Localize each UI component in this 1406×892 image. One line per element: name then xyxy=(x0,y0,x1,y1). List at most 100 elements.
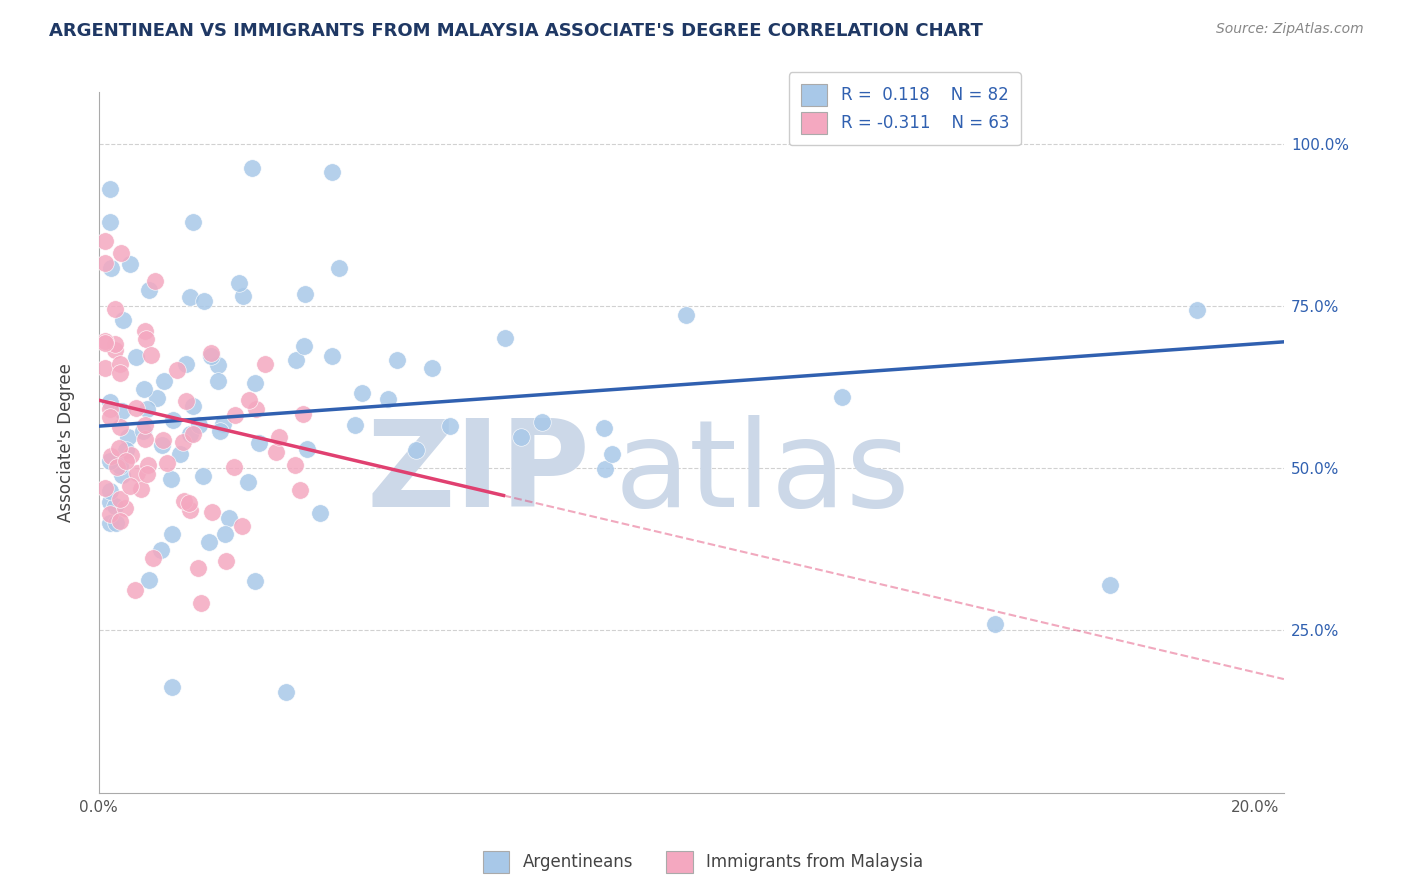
Point xyxy=(309,506,332,520)
Point xyxy=(93,481,115,495)
Point xyxy=(176,394,198,409)
Point xyxy=(593,421,616,435)
Point xyxy=(169,447,191,461)
Point xyxy=(173,494,195,508)
Point xyxy=(108,514,131,528)
Point xyxy=(377,392,399,407)
Point xyxy=(155,456,177,470)
Point xyxy=(209,424,232,438)
Point xyxy=(321,349,343,363)
Point xyxy=(93,256,115,270)
Point xyxy=(253,357,276,371)
Point xyxy=(98,182,121,196)
Point xyxy=(105,459,128,474)
Point xyxy=(593,462,616,476)
Point xyxy=(181,215,204,229)
Point xyxy=(98,215,121,229)
Point xyxy=(115,443,138,458)
Point xyxy=(135,332,157,346)
Point xyxy=(193,294,215,309)
Point xyxy=(139,348,162,362)
Y-axis label: Associate's Degree: Associate's Degree xyxy=(58,363,75,522)
Point xyxy=(108,357,131,371)
Point xyxy=(200,349,222,363)
Point xyxy=(328,260,350,275)
Point xyxy=(93,235,115,249)
Point xyxy=(153,374,176,388)
Point xyxy=(193,468,215,483)
Point xyxy=(243,376,266,390)
Legend: R =  0.118    N = 82, R = -0.311    N = 63: R = 0.118 N = 82, R = -0.311 N = 63 xyxy=(789,72,1021,145)
Point xyxy=(292,407,315,421)
Point xyxy=(134,418,156,433)
Point xyxy=(984,617,1007,632)
Point xyxy=(117,430,139,444)
Text: atlas: atlas xyxy=(614,416,910,533)
Point xyxy=(94,334,117,349)
Point xyxy=(274,684,297,698)
Point xyxy=(243,574,266,588)
Point xyxy=(120,448,142,462)
Point xyxy=(290,483,312,497)
Point xyxy=(509,430,531,444)
Point xyxy=(98,508,121,522)
Point xyxy=(207,374,229,388)
Point xyxy=(675,308,697,322)
Point xyxy=(292,339,315,353)
Point xyxy=(494,331,516,345)
Point xyxy=(172,434,194,449)
Point xyxy=(201,505,224,519)
Point xyxy=(207,359,229,373)
Point xyxy=(236,475,259,490)
Point xyxy=(215,554,238,568)
Point xyxy=(108,366,131,380)
Text: ARGENTINEAN VS IMMIGRANTS FROM MALAYSIA ASSOCIATE'S DEGREE CORRELATION CHART: ARGENTINEAN VS IMMIGRANTS FROM MALAYSIA … xyxy=(49,22,983,40)
Point xyxy=(93,335,115,350)
Point xyxy=(224,408,246,422)
Point xyxy=(100,409,122,424)
Point xyxy=(179,426,201,441)
Point xyxy=(284,458,307,473)
Point xyxy=(267,429,290,443)
Point xyxy=(1185,303,1208,318)
Point xyxy=(98,402,121,417)
Point xyxy=(214,527,236,541)
Point xyxy=(264,445,287,459)
Point xyxy=(179,290,201,304)
Point xyxy=(132,382,155,396)
Text: ZIP: ZIP xyxy=(367,416,591,533)
Point xyxy=(132,424,155,438)
Point xyxy=(114,454,136,468)
Point xyxy=(110,492,132,507)
Point xyxy=(146,391,169,405)
Point xyxy=(150,438,173,452)
Point xyxy=(224,460,246,475)
Point xyxy=(181,399,204,413)
Point xyxy=(125,401,148,416)
Point xyxy=(111,467,134,482)
Point xyxy=(114,501,136,516)
Point xyxy=(129,482,152,496)
Point xyxy=(142,551,165,566)
Point xyxy=(405,443,427,458)
Point xyxy=(321,165,343,179)
Point xyxy=(124,582,146,597)
Point xyxy=(240,161,263,175)
Point xyxy=(177,496,200,510)
Point xyxy=(245,401,267,416)
Point xyxy=(232,288,254,302)
Point xyxy=(104,302,127,317)
Point xyxy=(159,472,181,486)
Point xyxy=(98,516,121,530)
Point xyxy=(231,518,253,533)
Point xyxy=(138,283,160,297)
Point xyxy=(149,543,172,558)
Point xyxy=(98,495,121,509)
Point xyxy=(200,346,222,360)
Point xyxy=(198,535,221,549)
Point xyxy=(343,417,366,432)
Point xyxy=(108,420,131,434)
Point xyxy=(98,454,121,468)
Point xyxy=(136,467,159,481)
Point xyxy=(187,560,209,574)
